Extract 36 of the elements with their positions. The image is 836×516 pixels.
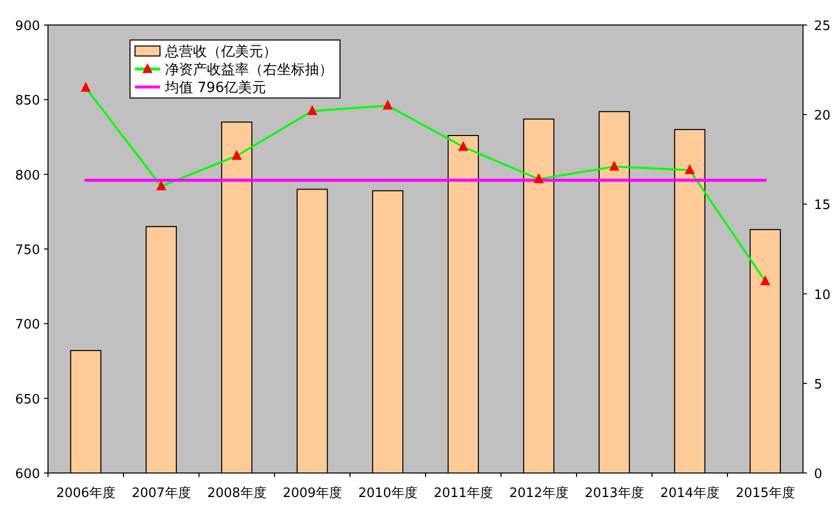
y-tick-label: 700 bbox=[15, 318, 40, 333]
point bbox=[232, 150, 242, 160]
x-tick-label: 2010年度 bbox=[358, 485, 418, 501]
legend-label: 总营收（亿美元） bbox=[164, 44, 277, 60]
point bbox=[80, 82, 91, 92]
x-tick-label: 2007年度 bbox=[132, 485, 191, 501]
y-tick-label: 800 bbox=[15, 168, 40, 184]
x-tick-label: 2013年度 bbox=[584, 485, 644, 501]
legend-label: 均值 796亿美元 bbox=[164, 80, 266, 96]
x-tick-label: 2015年度 bbox=[736, 485, 795, 501]
point bbox=[458, 140, 468, 151]
x-tick-label: 2011年度 bbox=[434, 485, 493, 501]
point bbox=[534, 173, 544, 184]
y-tick-label: 850 bbox=[15, 94, 40, 109]
y2-tick-label: 0 bbox=[814, 467, 822, 482]
y-tick-label: 600 bbox=[15, 467, 40, 482]
x-tick-label: 2012年度 bbox=[509, 485, 568, 501]
x-tick-label: 2014年度 bbox=[660, 485, 720, 501]
point bbox=[382, 100, 393, 110]
y2-tick-label: 20 bbox=[814, 108, 831, 124]
x-tick-label: 2006年度 bbox=[56, 485, 116, 501]
point bbox=[684, 164, 695, 174]
y2-tick-label: 15 bbox=[814, 198, 831, 214]
y-tick-label: 750 bbox=[15, 243, 40, 258]
point bbox=[609, 160, 620, 171]
y2-tick-label: 10 bbox=[814, 288, 831, 303]
x-tick-label: 2008年度 bbox=[207, 485, 266, 501]
y-tick-label: 900 bbox=[15, 19, 40, 34]
y2-tick-label: 25 bbox=[814, 19, 831, 34]
point bbox=[307, 105, 318, 116]
legend-label: 净资产收益率（右坐标抽） bbox=[165, 62, 333, 78]
y-tick-label: 650 bbox=[15, 392, 40, 408]
point bbox=[156, 180, 166, 190]
x-tick-label: 2009年度 bbox=[282, 485, 342, 501]
y2-tick-label: 5 bbox=[814, 377, 822, 392]
point bbox=[760, 275, 770, 286]
